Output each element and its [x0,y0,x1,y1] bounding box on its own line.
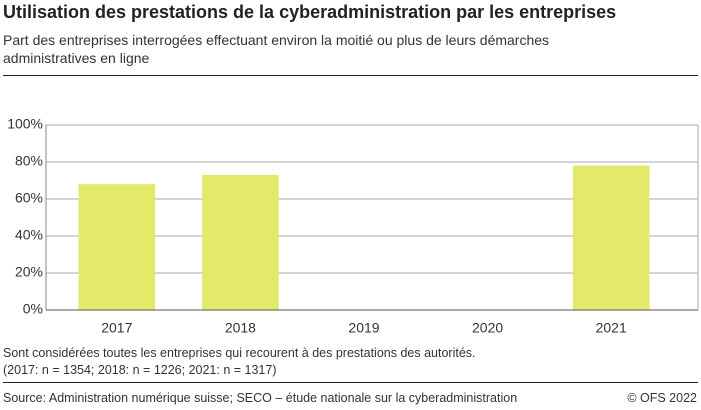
y-tick-label: 60% [15,190,43,206]
note: Sont considérées toutes les entreprises … [3,346,476,360]
x-tick-label: 2018 [225,320,256,336]
x-tick-label: 2017 [101,320,132,336]
y-tick-label: 80% [15,153,43,169]
y-tick-label: 0% [23,301,43,317]
chart: 0% 20% 40% 60% 80% 100% 2017 2018 2019 2020 2021 [7,116,699,336]
chart-title: Utilisation des prestations de la cybera… [3,2,617,22]
rule [3,75,698,76]
x-tick-label: 2019 [348,320,379,336]
y-tick-label: 100% [7,116,43,132]
bar [78,184,156,310]
x-tick-label: 2021 [596,320,627,336]
y-tick-label: 40% [15,227,43,243]
copyright: © OFS 2022 [627,391,697,405]
x-tick-label: 2020 [472,320,503,336]
note: (2017: n = 1354; 2018: n = 1226; 2021: n… [3,363,277,377]
source: Source: Administration numérique suisse;… [3,391,518,405]
rule [3,382,698,383]
bar [572,165,650,310]
bar [202,174,279,310]
y-tick-label: 20% [15,264,43,280]
chart-subtitle: Part des entreprises interrogées effectu… [3,32,550,66]
